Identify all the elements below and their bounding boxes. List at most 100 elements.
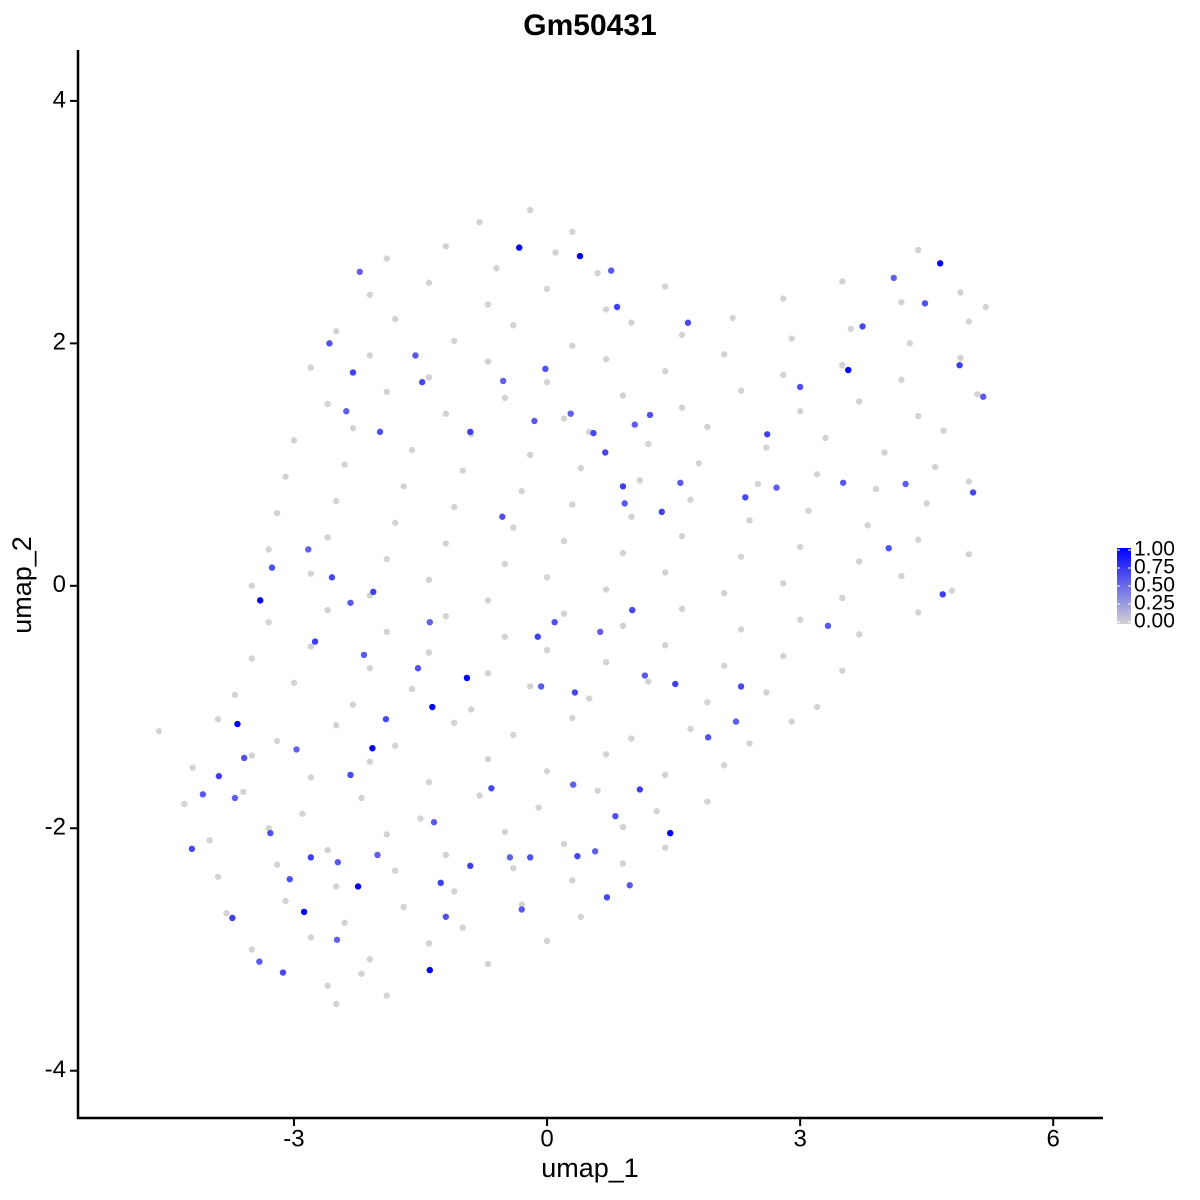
point [268,564,276,571]
point [488,785,495,792]
point [467,428,474,436]
point [299,810,306,817]
point [898,376,905,383]
point [915,536,922,543]
point [678,331,686,339]
point [631,421,638,428]
point [535,804,542,811]
point [366,665,374,672]
point [451,503,458,511]
point [392,315,399,323]
point [382,715,390,723]
point [678,605,686,613]
point [645,440,652,448]
point [510,865,517,872]
point [695,460,703,467]
point [636,477,644,484]
point [602,449,609,456]
point [231,794,239,802]
point [451,719,458,727]
point [577,465,584,472]
point [980,393,987,400]
point [324,534,331,541]
point [965,318,973,325]
point [189,764,196,771]
point [392,519,399,526]
point [215,772,223,780]
point [965,478,973,485]
point [442,243,450,250]
point [543,646,551,654]
x-tick-label: 3 [793,1125,806,1152]
point [619,823,627,831]
point [619,860,627,867]
point [199,791,207,798]
point [231,691,239,699]
y-tick-label: -4 [45,1056,66,1083]
point [307,364,315,371]
y-tick-label: 0 [53,571,66,598]
point [613,303,621,311]
point [265,618,272,626]
point [526,683,534,690]
point [442,540,450,547]
point [265,825,272,832]
point [273,861,281,868]
point [653,808,660,815]
point [746,740,753,747]
point [602,355,610,363]
point [881,449,888,456]
point [451,337,458,345]
point [603,894,611,901]
point [764,431,771,438]
point [425,576,433,583]
point [324,982,331,990]
point [661,844,669,851]
point [982,303,989,311]
point [442,612,450,620]
point [349,701,357,708]
point [307,643,315,650]
point [569,714,576,722]
point [369,745,376,752]
point [645,678,652,685]
point [484,301,492,308]
point [383,255,390,262]
point [343,408,350,415]
colorbar-tick-label: 1.00 [1134,538,1175,561]
point [273,737,281,745]
point [602,586,610,593]
colorbar [1117,548,1131,624]
point [326,340,333,347]
point [602,306,610,313]
point [551,618,558,626]
point [442,913,450,920]
point [430,819,438,826]
point [855,631,863,638]
point [451,888,458,895]
point [256,958,263,965]
point [845,366,852,374]
point [531,417,538,425]
point [569,342,576,349]
point [300,908,308,916]
point [257,597,264,604]
point [206,837,213,844]
point [629,606,636,614]
point [347,599,354,606]
point [780,371,787,379]
point [214,873,222,880]
point [590,429,597,437]
point [780,580,787,587]
point [704,698,711,706]
point [796,383,804,391]
y-tick-label: 4 [53,86,66,113]
point [847,325,854,333]
point [476,792,483,799]
point [754,480,762,488]
point [577,913,584,920]
point [501,633,509,640]
point [442,851,450,859]
point [376,428,384,436]
point [499,513,506,520]
